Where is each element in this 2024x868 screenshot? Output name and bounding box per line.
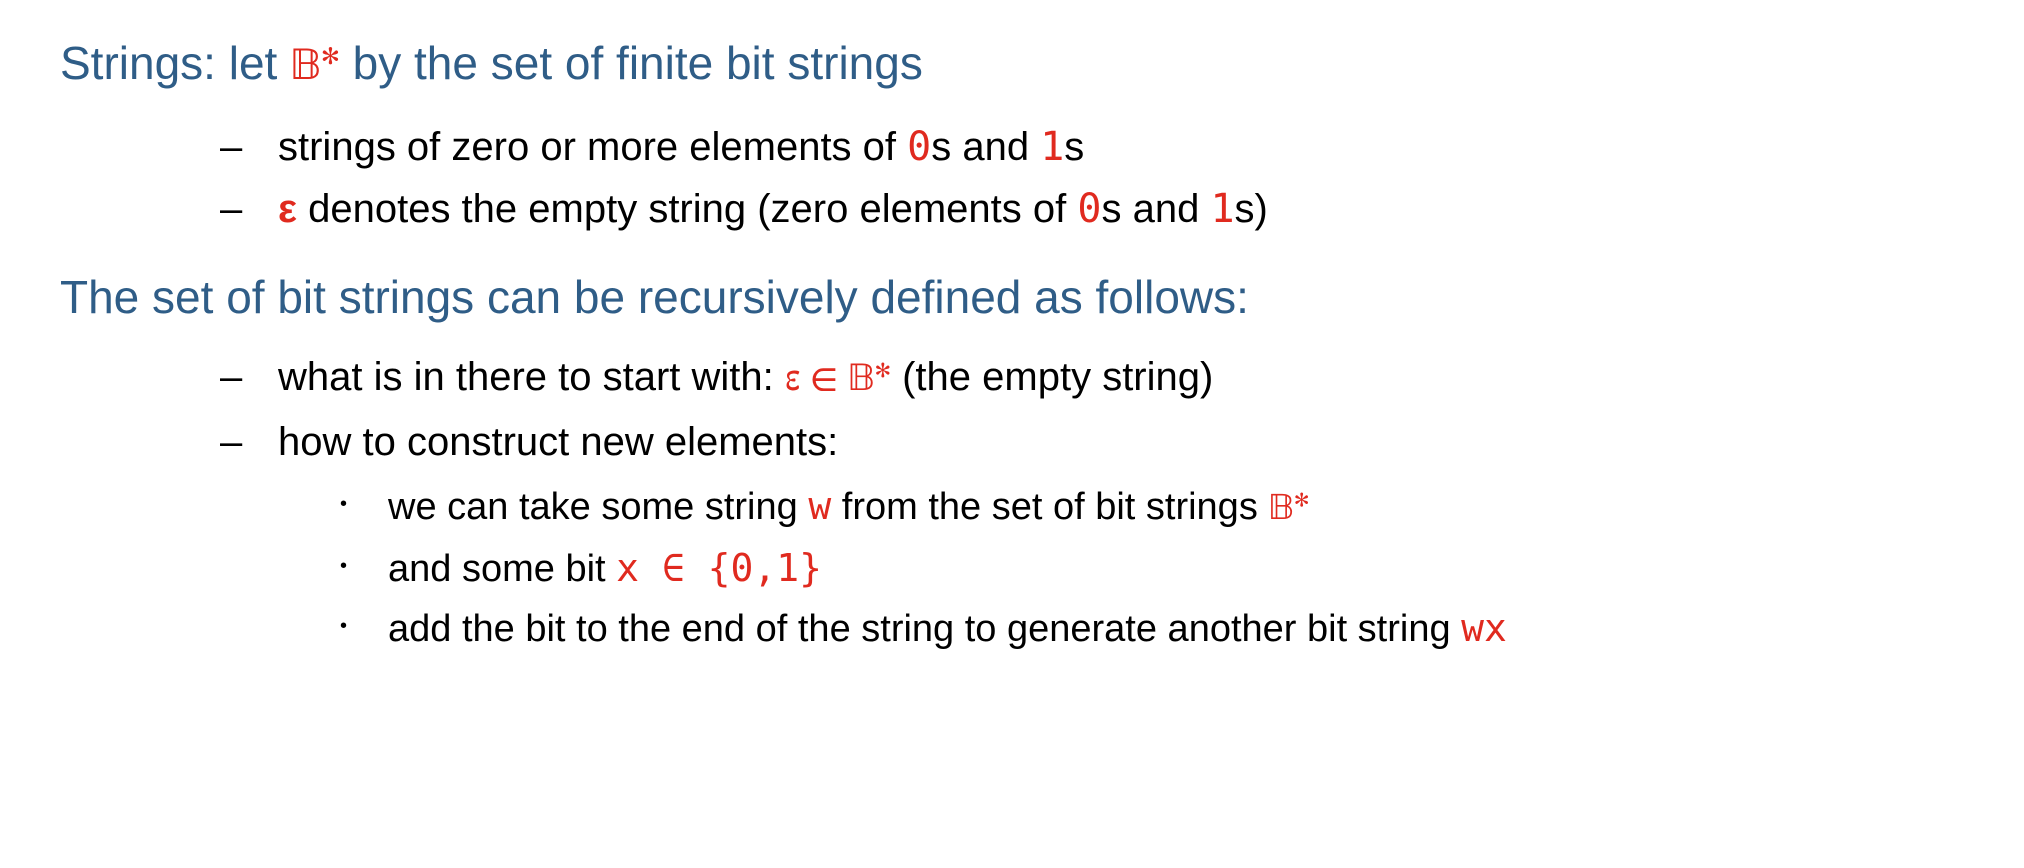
epsilon-symbol: ε bbox=[278, 187, 297, 231]
sublist-item-3: add the bit to the end of the string to … bbox=[340, 599, 1964, 659]
sublist: we can take some string w from the set o… bbox=[278, 477, 1964, 660]
list-b-item-2: how to construct new elements: we can ta… bbox=[220, 411, 1964, 660]
text: denotes the empty string (zero elements … bbox=[297, 187, 1077, 231]
text: s and bbox=[931, 125, 1040, 169]
text: strings of zero or more elements of bbox=[278, 125, 907, 169]
text: we can take some string bbox=[388, 486, 808, 528]
text: s and bbox=[1101, 187, 1210, 231]
heading-1-symbol: 𝔹* bbox=[290, 44, 340, 90]
x-in-set-symbol: x ∈ {0,1} bbox=[616, 546, 822, 590]
heading-1: Strings: let 𝔹* by the set of finite bit… bbox=[60, 34, 1964, 98]
text: (the empty string) bbox=[891, 355, 1213, 399]
wx-symbol: wx bbox=[1461, 606, 1507, 650]
text: what is in there to start with: bbox=[278, 355, 785, 399]
text: s) bbox=[1235, 187, 1268, 231]
list-a-item-2: ε denotes the empty string (zero element… bbox=[220, 178, 1964, 240]
heading-1-text-b: by the set of finite bit strings bbox=[340, 37, 923, 89]
list-b: what is in there to start with: ε ∈ 𝔹* (… bbox=[60, 346, 1964, 660]
one-symbol: 1 bbox=[1040, 124, 1064, 170]
bstar-symbol: 𝔹* bbox=[1268, 491, 1309, 529]
w-symbol: w bbox=[808, 484, 831, 528]
text: add the bit to the end of the string to … bbox=[388, 608, 1461, 650]
one-symbol: 1 bbox=[1210, 186, 1234, 232]
heading-1-text-a: Strings: let bbox=[60, 37, 290, 89]
epsilon-in-bstar-symbol: ε ∈ 𝔹* bbox=[785, 360, 891, 400]
text: and some bit bbox=[388, 548, 616, 590]
zero-symbol: 0 bbox=[1077, 186, 1101, 232]
list-a-item-1: strings of zero or more elements of 0s a… bbox=[220, 116, 1964, 178]
slide: Strings: let 𝔹* by the set of finite bit… bbox=[0, 0, 2024, 721]
text: s bbox=[1064, 125, 1084, 169]
list-a: strings of zero or more elements of 0s a… bbox=[60, 116, 1964, 240]
text: from the set of bit strings bbox=[831, 486, 1268, 528]
list-b-item-1: what is in there to start with: ε ∈ 𝔹* (… bbox=[220, 346, 1964, 411]
heading-2: The set of bit strings can be recursivel… bbox=[60, 268, 1964, 328]
zero-symbol: 0 bbox=[907, 124, 931, 170]
sublist-item-2: and some bit x ∈ {0,1} bbox=[340, 539, 1964, 599]
sublist-item-1: we can take some string w from the set o… bbox=[340, 477, 1964, 540]
text: how to construct new elements: bbox=[278, 420, 838, 464]
